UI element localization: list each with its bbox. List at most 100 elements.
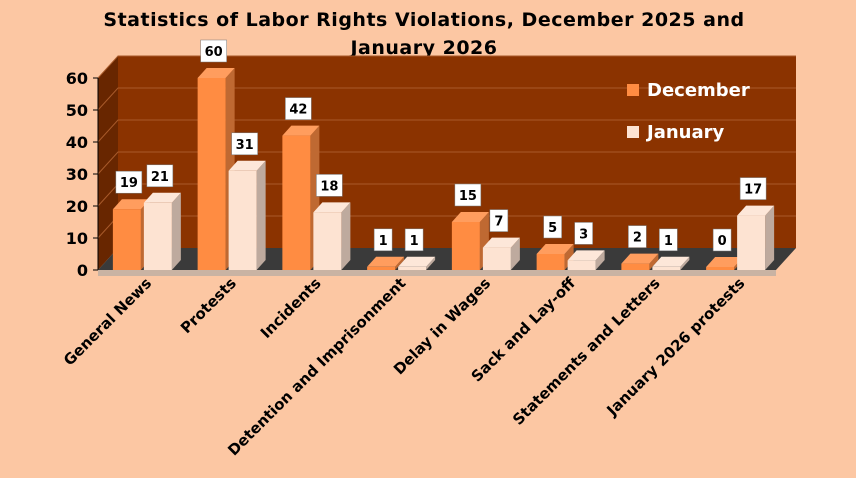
data-label-box bbox=[739, 177, 767, 200]
y-tick-label: 60 bbox=[66, 69, 88, 88]
bar-top-face bbox=[143, 192, 181, 203]
bar-january bbox=[567, 250, 605, 270]
bar-side-face bbox=[649, 253, 659, 270]
x-category-label: Protests bbox=[177, 274, 240, 337]
data-label: 60 bbox=[205, 45, 223, 60]
bar-december bbox=[451, 212, 489, 270]
bar-side-face bbox=[256, 160, 266, 270]
bar-top-face bbox=[567, 250, 605, 261]
data-label: 1 bbox=[410, 234, 419, 249]
legend: December January bbox=[627, 80, 750, 143]
x-category-label: Detention and Imprisonment bbox=[224, 274, 409, 459]
x-category-label: Statements and Letters bbox=[509, 274, 664, 429]
y-tick-label: 50 bbox=[66, 101, 88, 120]
data-label: 3 bbox=[579, 227, 588, 242]
data-label-box bbox=[285, 97, 312, 120]
data-label: 15 bbox=[459, 189, 477, 204]
data-label-box bbox=[543, 215, 562, 239]
data-label-box bbox=[712, 228, 732, 252]
bar-side-face bbox=[510, 237, 520, 270]
y-tick-label: 40 bbox=[66, 133, 88, 152]
data-label: 21 bbox=[151, 170, 169, 185]
bar-front-face bbox=[652, 266, 681, 270]
data-label-box bbox=[404, 228, 424, 252]
gridline bbox=[97, 87, 796, 111]
bar-side-face bbox=[341, 202, 351, 270]
data-label: 1 bbox=[379, 234, 388, 249]
chart-floor-edge bbox=[98, 270, 776, 276]
bar-front-face bbox=[112, 209, 141, 270]
bar-january bbox=[143, 192, 181, 270]
chart-title-line1: Statistics of Labor Rights Violations, D… bbox=[103, 9, 744, 31]
bar-front-face bbox=[143, 202, 172, 270]
bar-front-face bbox=[567, 260, 596, 270]
bar-top-face bbox=[621, 253, 659, 264]
data-label: 0 bbox=[718, 234, 727, 249]
bar-top-face bbox=[536, 244, 574, 254]
x-category-label: Incidents bbox=[257, 274, 325, 342]
bar-top-face bbox=[451, 212, 489, 222]
data-label-box bbox=[574, 222, 593, 245]
y-tick-label: 0 bbox=[77, 261, 88, 280]
data-label-box bbox=[231, 132, 258, 156]
bar-top-face bbox=[737, 205, 775, 216]
x-category-label: General News bbox=[60, 274, 155, 369]
bar-front-face bbox=[621, 263, 650, 270]
bar-december bbox=[536, 244, 574, 270]
y-tick-label: 10 bbox=[66, 229, 88, 248]
bar-top-face bbox=[652, 256, 690, 267]
chart-title-line2: January 2026 bbox=[348, 37, 497, 59]
bar-side-face bbox=[171, 192, 181, 270]
bar-front-face bbox=[197, 78, 226, 270]
bar-top-face bbox=[228, 160, 266, 171]
bar-january bbox=[228, 160, 266, 270]
bar-front-face bbox=[313, 212, 342, 270]
y-tick-label: 20 bbox=[66, 197, 88, 216]
data-label-box bbox=[628, 225, 647, 248]
legend-label-december: December bbox=[647, 80, 750, 101]
bar-top-face bbox=[313, 202, 351, 213]
bar-january bbox=[652, 256, 690, 270]
bar-january bbox=[482, 237, 520, 270]
legend-swatch-january bbox=[627, 126, 639, 138]
legend-swatch-december bbox=[627, 84, 639, 96]
bar-top-face bbox=[112, 199, 150, 210]
bar-top-face bbox=[367, 256, 405, 267]
data-label-box bbox=[489, 209, 509, 232]
bar-side-face bbox=[564, 244, 574, 270]
x-category-label: January 2026 protests bbox=[603, 274, 749, 420]
bar-front-face bbox=[282, 135, 311, 270]
data-label: 7 bbox=[494, 215, 503, 230]
data-label-box bbox=[146, 164, 174, 188]
bar-front-face bbox=[398, 266, 427, 270]
bar-front-face bbox=[737, 215, 766, 270]
data-label-box bbox=[373, 228, 393, 252]
bar-front-face bbox=[706, 267, 735, 270]
bar-january bbox=[313, 202, 351, 270]
data-label: 19 bbox=[120, 176, 138, 191]
data-label: 2 bbox=[633, 231, 642, 246]
bar-front-face bbox=[228, 170, 257, 270]
data-label-box bbox=[115, 170, 143, 194]
data-label: 1 bbox=[664, 234, 673, 249]
bar-front-face bbox=[451, 222, 480, 270]
bar-top-face bbox=[706, 257, 744, 267]
bar-front-face bbox=[367, 266, 396, 270]
bars-layer bbox=[112, 68, 775, 270]
bar-side-face bbox=[426, 256, 436, 270]
bar-top-face bbox=[398, 256, 436, 267]
bar-side-face bbox=[765, 205, 775, 270]
bar-top-face bbox=[197, 68, 235, 78]
data-label: 17 bbox=[744, 183, 762, 198]
legend-label-january: January bbox=[645, 122, 724, 143]
bar-front-face bbox=[482, 247, 511, 270]
gridline bbox=[97, 151, 796, 175]
data-label: 18 bbox=[320, 179, 338, 194]
data-label: 5 bbox=[548, 221, 557, 236]
bar-january bbox=[737, 205, 775, 270]
bar-december bbox=[621, 253, 659, 270]
gridline bbox=[97, 55, 796, 79]
bar-top-face bbox=[482, 237, 520, 248]
